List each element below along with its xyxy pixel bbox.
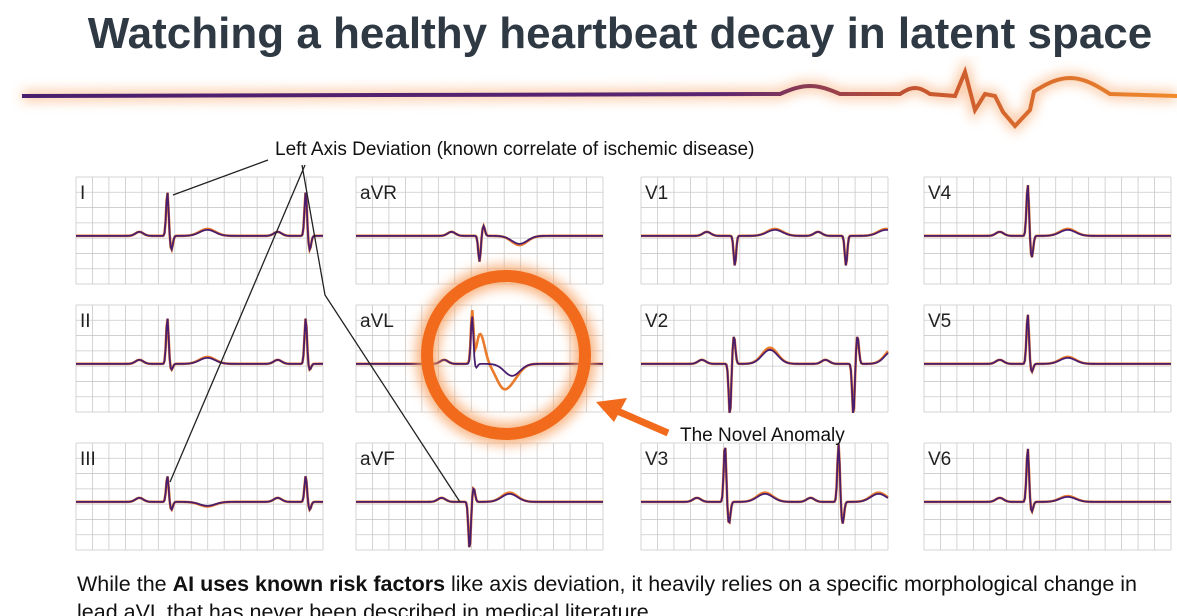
lead-label: V6 [928, 449, 951, 470]
trace-orange [641, 227, 889, 266]
trace-purple [356, 316, 603, 377]
lead-label: II [80, 311, 91, 332]
title: Watching a healthy heartbeat decay in la… [88, 9, 1152, 58]
lead-panel: V3 [640, 442, 889, 551]
lead-label: I [80, 183, 85, 204]
anomaly-highlight [416, 265, 670, 445]
trace-orange [356, 485, 603, 548]
trace-purple [641, 228, 889, 266]
trace-purple [76, 318, 324, 372]
lead-panel: III [75, 442, 324, 551]
trace-purple [924, 314, 1171, 374]
trace-purple [76, 192, 324, 253]
trace-orange [76, 192, 324, 255]
lead-label: V1 [645, 183, 668, 204]
lead-panel: V5 [923, 304, 1172, 413]
trace-purple [76, 476, 324, 512]
lead-panel: V4 [923, 176, 1172, 285]
trace-orange [76, 318, 324, 373]
lead-label: V2 [645, 311, 668, 332]
lead-label: V5 [928, 311, 951, 332]
lead-panel: I [75, 176, 324, 285]
decorative-ecg-line [21, 56, 1177, 134]
lead-panel: aVL [355, 304, 604, 413]
trace-purple [356, 223, 603, 262]
top-glow [21, 56, 1177, 134]
caption: While the AI uses known risk factors lik… [77, 570, 1157, 616]
axis-deviation-pointers [169, 159, 461, 503]
lead-panel: aVF [355, 442, 604, 551]
lead-label: III [80, 449, 96, 470]
axis-deviation-annotation: Left Axis Deviation (known correlate of … [275, 139, 754, 160]
trace-purple [924, 185, 1171, 258]
trace-purple [641, 336, 889, 413]
lead-panel: V1 [640, 176, 889, 285]
caption-rest: like axis deviation, it heavily relies o… [77, 572, 1138, 616]
caption-emphasis: AI uses known risk factors [172, 572, 446, 596]
trace-orange [924, 185, 1171, 258]
lead-label: V3 [645, 449, 668, 470]
top-line [21, 65, 1177, 129]
lead-label: aVR [360, 183, 397, 204]
lead-label: V4 [928, 183, 952, 204]
lead-panel: II [75, 304, 324, 413]
lead-panel: aVR [355, 176, 604, 285]
lead-panel: V2 [640, 304, 889, 414]
lead-label: aVF [360, 449, 395, 470]
lead-label: aVL [360, 311, 394, 332]
trace-purple [356, 486, 603, 548]
novel-anomaly-annotation: The Novel Anomaly [680, 425, 845, 446]
trace-orange [641, 444, 889, 525]
lead-panel: V6 [923, 442, 1172, 551]
trace-purple [924, 448, 1171, 515]
caption-lead-in: While the [77, 572, 167, 596]
trace-purple [641, 444, 889, 524]
